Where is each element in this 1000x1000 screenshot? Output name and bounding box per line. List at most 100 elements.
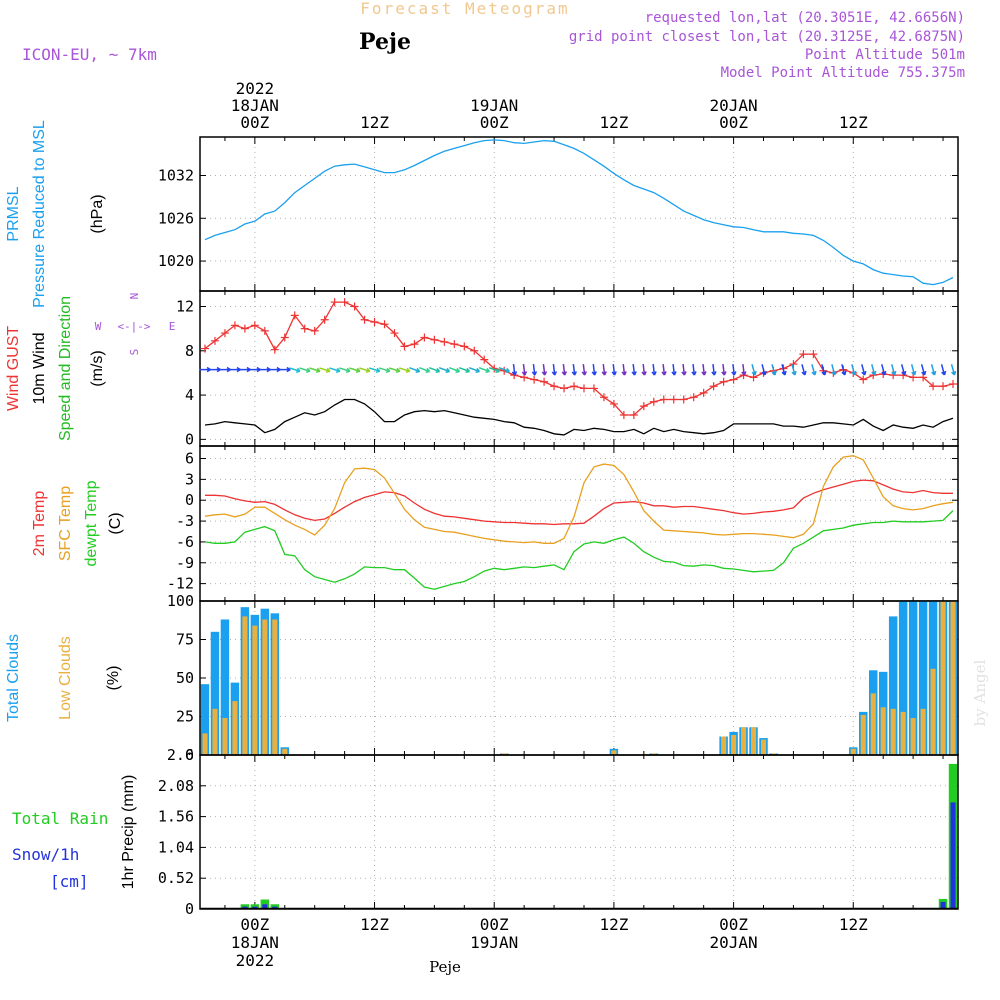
bar-clouds-primary xyxy=(898,601,908,755)
wind-direction-arrow xyxy=(831,364,836,376)
gust-marker xyxy=(589,384,598,393)
gust-marker xyxy=(899,371,908,380)
gust-marker xyxy=(460,342,469,351)
wind-direction-arrow xyxy=(522,364,526,376)
y-tick-label: 8 xyxy=(185,342,194,360)
wind-direction-arrow xyxy=(448,367,460,373)
gust-marker xyxy=(799,350,808,359)
wind-direction-arrow xyxy=(438,367,450,373)
wind-arrow-head xyxy=(941,370,947,376)
wind-direction-arrow xyxy=(458,367,470,373)
precip-legend-label: Snow/1h xyxy=(12,845,79,864)
gust-marker xyxy=(919,373,928,382)
y-axis-label: SFC Temp xyxy=(57,486,74,561)
bar-clouds-secondary xyxy=(272,619,278,755)
wind-direction-arrow xyxy=(319,367,331,372)
bar-precip-secondary xyxy=(950,802,956,909)
x-tick-label-bottom: 20JAN xyxy=(710,933,758,952)
wind-direction-arrow xyxy=(692,364,696,376)
wind-arrow-head xyxy=(951,370,957,376)
y-axis-label: Speed and Direction xyxy=(57,296,74,441)
bar-clouds-secondary xyxy=(282,748,288,755)
wind-direction-arrow xyxy=(418,367,430,373)
compass-e: E xyxy=(169,320,176,333)
wind-direction-arrow xyxy=(702,364,706,376)
bar-clouds-secondary xyxy=(222,718,228,755)
panel-frame xyxy=(199,600,959,756)
y-tick-label: 3 xyxy=(185,470,194,488)
gust-marker xyxy=(450,340,459,349)
wind-arrow-head xyxy=(621,371,627,376)
gust-marker xyxy=(200,344,209,353)
x-tick-label-top: 00Z xyxy=(240,113,269,132)
x-tick-label-top: 00Z xyxy=(480,113,509,132)
wind-arrow-head xyxy=(581,371,587,376)
wind-arrow-head xyxy=(831,370,837,376)
x-tick-label-bottom: 18JAN xyxy=(231,933,279,952)
wind-direction-arrow xyxy=(379,367,390,372)
y-tick-label: 4 xyxy=(185,386,194,404)
gust-marker xyxy=(719,377,728,386)
x-tick-label-bottom: 00Z xyxy=(480,915,509,934)
y-axis-label: Low Clouds xyxy=(57,636,74,720)
compass-axis: <-|-> xyxy=(117,320,150,333)
wind-arrow-head xyxy=(921,370,927,376)
wind-arrow-head xyxy=(295,367,301,373)
y-tick-label: -12 xyxy=(167,575,194,593)
wind-arrow-head xyxy=(781,370,787,376)
wind-arrow-head xyxy=(631,371,637,376)
gust-marker xyxy=(540,377,549,386)
y-tick-label: 2.6 xyxy=(167,746,194,764)
wind-arrow-head xyxy=(571,371,577,376)
wind-arrow-head xyxy=(791,370,797,376)
y-tick-label: 25 xyxy=(176,708,194,726)
wind-direction-arrow xyxy=(622,364,626,376)
wind-direction-arrow xyxy=(950,364,956,376)
gust-marker xyxy=(440,337,449,346)
panel-wind: 0 4 8 12 Wind GUST 10m Wind Speed and Directio… xyxy=(5,290,959,448)
gust-marker xyxy=(639,402,648,411)
wind-direction-arrow xyxy=(552,364,556,376)
bar-clouds-primary xyxy=(210,631,220,755)
wind-arrow-head xyxy=(505,367,510,373)
wind-direction-arrow xyxy=(732,364,735,376)
gust-marker xyxy=(270,345,279,354)
gust-marker xyxy=(260,326,269,335)
gust-marker xyxy=(210,336,219,345)
wind-direction-arrow xyxy=(910,364,916,376)
series-line-dewpt-temp xyxy=(204,510,954,590)
bar-precip-secondary xyxy=(262,904,268,909)
bar-clouds-primary xyxy=(220,619,230,755)
wind-arrow-head xyxy=(495,367,500,373)
wind-direction-arrow xyxy=(359,367,371,372)
bar-clouds-secondary xyxy=(252,625,258,755)
bar-precip-primary xyxy=(270,904,280,909)
gust-marker xyxy=(789,360,798,369)
credit-watermark: by Angel xyxy=(971,659,989,726)
wind-direction-arrow xyxy=(881,364,886,376)
y-axis-label: 1hr Precip (mm) xyxy=(120,775,137,890)
wind-arrow-head xyxy=(751,370,757,376)
y-axis-label: dewpt Temp xyxy=(83,480,100,566)
wind-arrow-head xyxy=(611,371,617,376)
x-tick-label-top: 12Z xyxy=(599,113,628,132)
bar-clouds-secondary xyxy=(611,750,617,755)
bar-clouds-secondary xyxy=(262,619,268,755)
precip-legend-label: [cm] xyxy=(50,872,89,891)
gust-marker xyxy=(560,384,569,393)
plot-area: 1020 1026 1032 PRMSL Pressure Reduced to MSL… xyxy=(5,79,959,970)
wind-direction-arrow xyxy=(582,364,586,376)
series-line-2m-temp xyxy=(205,479,953,526)
bar-clouds-secondary xyxy=(202,733,208,755)
wind-direction-arrow xyxy=(309,367,321,372)
wind-direction-arrow xyxy=(821,364,826,376)
bar-clouds-secondary xyxy=(880,707,886,755)
wind-direction-arrow xyxy=(742,364,745,376)
gust-marker xyxy=(939,382,948,391)
wind-arrow-head xyxy=(731,371,737,376)
series-line-10m-wind xyxy=(204,398,954,436)
bar-clouds-primary xyxy=(908,601,918,755)
y-tick-label: 12 xyxy=(176,298,194,316)
y-tick-label: 1.56 xyxy=(158,808,194,826)
wind-arrow-head xyxy=(901,370,907,376)
